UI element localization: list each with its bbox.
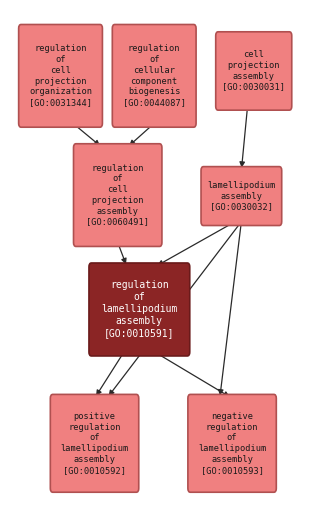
Text: regulation
of
cellular
component
biogenesis
[GO:0044087]: regulation of cellular component biogene… [123, 45, 186, 107]
FancyBboxPatch shape [73, 144, 162, 246]
Text: positive
regulation
of
lamellipodium
assembly
[GO:0010592]: positive regulation of lamellipodium ass… [61, 412, 129, 475]
FancyBboxPatch shape [201, 167, 282, 226]
FancyBboxPatch shape [19, 24, 102, 127]
Text: regulation
of
cell
projection
assembly
[GO:0060491]: regulation of cell projection assembly [… [86, 164, 149, 227]
FancyBboxPatch shape [112, 24, 196, 127]
Text: lamellipodium
assembly
[GO:0030032]: lamellipodium assembly [GO:0030032] [207, 181, 276, 211]
Text: regulation
of
lamellipodium
assembly
[GO:0010591]: regulation of lamellipodium assembly [GO… [101, 280, 177, 339]
Text: regulation
of
cell
projection
organization
[GO:0031344]: regulation of cell projection organizati… [29, 45, 92, 107]
Text: cell
projection
assembly
[GO:0030031]: cell projection assembly [GO:0030031] [222, 50, 285, 92]
FancyBboxPatch shape [188, 394, 276, 492]
FancyBboxPatch shape [216, 32, 292, 110]
FancyBboxPatch shape [89, 263, 190, 356]
FancyBboxPatch shape [50, 394, 139, 492]
Text: negative
regulation
of
lamellipodium
assembly
[GO:0010593]: negative regulation of lamellipodium ass… [198, 412, 266, 475]
